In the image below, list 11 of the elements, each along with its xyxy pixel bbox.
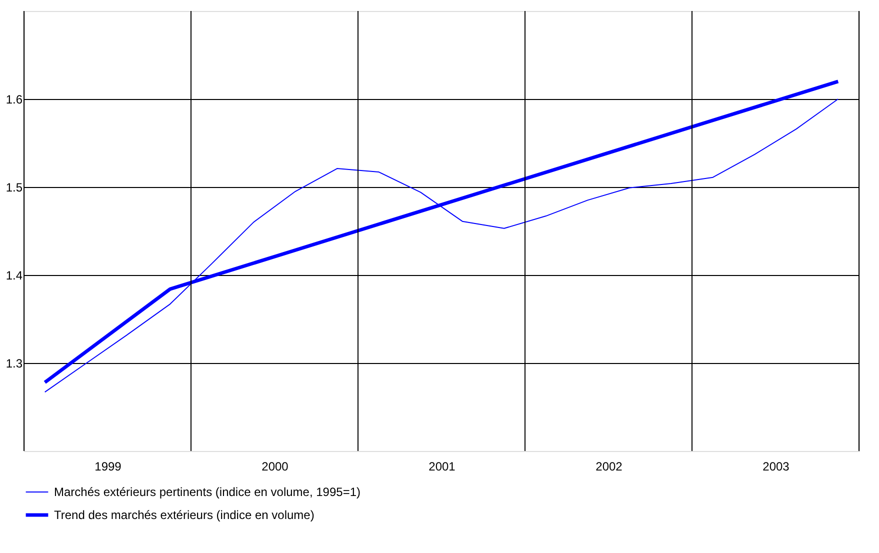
legend-label: Trend des marchés extérieurs (indice en volume) — [54, 508, 314, 522]
y-tick-label: 1.3 — [6, 356, 23, 370]
x-tick-label: 2002 — [596, 460, 623, 474]
x-tick-label: 2001 — [428, 460, 456, 474]
x-tick-label: 2003 — [762, 460, 790, 474]
y-tick-label: 1.6 — [6, 92, 23, 106]
x-tick-label: 2000 — [262, 460, 289, 474]
y-tick-label: 1.5 — [6, 180, 23, 194]
legend-label: Marchés extérieurs pertinents (indice en volume, 1995=1) — [54, 485, 360, 499]
y-tick-label: 1.4 — [6, 268, 23, 282]
x-tick-label: 1999 — [94, 460, 122, 474]
